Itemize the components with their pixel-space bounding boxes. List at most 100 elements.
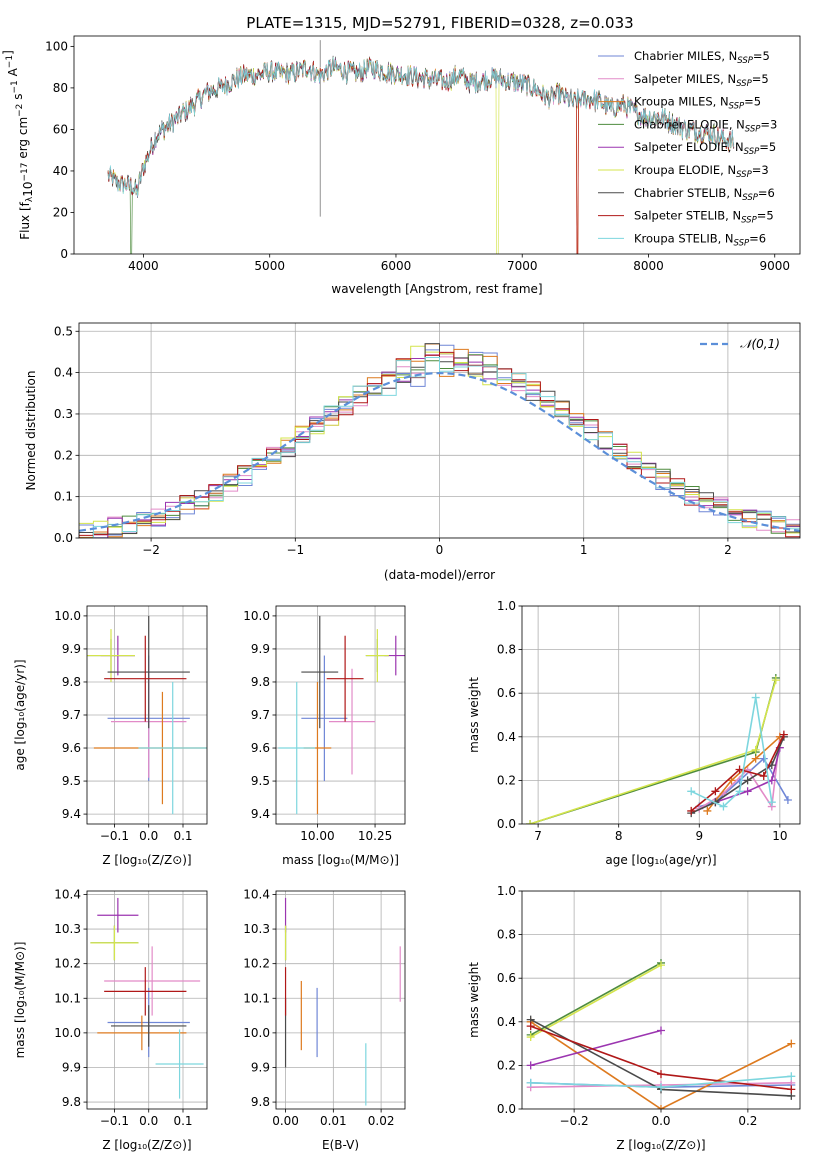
weight-marker: [751, 693, 760, 702]
tick-label-y: 0.4: [497, 1015, 516, 1029]
normal-curve: [79, 371, 800, 532]
weight-marker: [771, 676, 780, 685]
legend-entry-suffix: =5: [752, 72, 769, 86]
axes-frame: [78, 322, 801, 539]
weight-marker: [787, 1072, 796, 1081]
tick-label-y: 0.4: [497, 730, 516, 744]
histogram-chabrier-stelib: [79, 343, 800, 538]
tick-label-x: 9: [695, 829, 703, 843]
legend-entry-suffix: =5: [759, 140, 776, 154]
tick-label-y: 9.7: [62, 708, 81, 722]
tick-label-y: 0.6: [497, 686, 516, 700]
weight-marker: [687, 787, 696, 796]
tick-label-y: 10.1: [54, 991, 81, 1005]
y-axis-label-part: erg cm: [16, 117, 30, 163]
y-axis-label: mass weight: [467, 962, 481, 1038]
legend-entry-sub: SSP: [734, 238, 750, 248]
y-axis-label-part: λ: [25, 196, 35, 202]
tick-label-x: −0.1: [100, 1114, 129, 1128]
legend-entry-suffix: =6: [758, 186, 775, 200]
tick-label-x: −2: [142, 543, 160, 557]
tick-label-y: 0.4: [54, 366, 73, 380]
tick-label-y: 0.8: [497, 928, 516, 942]
legend-entry-sub: SSP: [736, 170, 752, 180]
legend-entry-sub: SSP: [745, 124, 761, 134]
legend-entry-text: Salpeter ELODIE, N: [634, 140, 744, 154]
weight-marker: [657, 1026, 665, 1035]
tick-label-y: 10.3: [54, 922, 81, 936]
tick-label-y: 0.2: [54, 448, 73, 462]
axes-frame: [521, 890, 801, 1110]
legend-entry-sub: SSP: [742, 193, 758, 203]
tick-label-y: 10.2: [54, 957, 81, 971]
tick-label-y: 20: [53, 205, 68, 219]
weight-marker: [657, 1083, 665, 1092]
weight-marker: [759, 772, 768, 781]
legend-entry-suffix: =3: [760, 117, 777, 131]
weight-marker: [526, 1022, 535, 1031]
tick-label-x: −0.1: [100, 829, 129, 843]
tick-label-x: 0.0: [139, 829, 158, 843]
legend: 𝒩(0,1): [700, 337, 780, 351]
plot-area: [107, 40, 735, 254]
tick-label-y: 9.8: [251, 1095, 270, 1109]
x-axis-label: Z [log₁₀(Z/Z⊙)]: [102, 853, 191, 867]
weight-marker: [735, 787, 744, 796]
tick-label-x: 0.2: [738, 1114, 757, 1128]
legend-entry: Chabrier MILES, NSSP=5: [634, 49, 770, 66]
tick-label-x: 7: [534, 829, 542, 843]
weight-marker: [526, 1033, 535, 1042]
tick-label-x: 8000: [633, 259, 664, 273]
legend-entry-text: Kroupa STELIB, N: [634, 231, 734, 245]
panel-mass_vs_Z: −0.1 0.0 0.1 9.8 9.9 10.0 10.1 10.2 10.3 10.4 Z [l…: [13, 887, 208, 1152]
legend-entry: Chabrier ELODIE, NSSP=3: [634, 117, 777, 134]
tick-label-y: 9.7: [251, 708, 270, 722]
weight-marker: [719, 802, 728, 811]
legend-entry-sub: SSP: [741, 216, 757, 226]
tick-label-x: 0.1: [173, 1114, 192, 1128]
tick-label-x: 4000: [128, 259, 159, 273]
tick-label-y: 9.9: [251, 642, 270, 656]
tick-label-y: 10.0: [243, 609, 270, 623]
panel-residuals: −2 −1 0 1 2 0.0 0.1 0.2 0.3 0.4 0.5 (data-model)/er…: [24, 322, 801, 582]
weight-series-salpeter-elodie: [530, 1029, 662, 1067]
tick-label-y: 9.4: [251, 807, 270, 821]
tick-label-x: 0: [436, 543, 444, 557]
weight-marker: [779, 730, 788, 739]
tick-label-x: 0.0: [139, 1114, 158, 1128]
tick-label-x: 8: [615, 829, 623, 843]
tick-label-y: 100: [45, 39, 68, 53]
weight-marker: [657, 1105, 665, 1109]
x-axis-label: Z [log₁₀(Z/Z⊙)]: [102, 1138, 191, 1152]
tick-label-y: 9.5: [251, 774, 270, 788]
x-axis-label: age [log₁₀(age/yr)]: [605, 853, 716, 867]
y-axis-label-part: ]: [1, 50, 15, 55]
tick-label-y: 9.9: [251, 1060, 270, 1074]
weight-series-kroupa-stelib: [690, 697, 773, 808]
legend-entry-suffix: =5: [757, 209, 774, 223]
weight-marker: [787, 1039, 796, 1048]
weight-marker: [526, 1061, 535, 1070]
legend-entry-text: Kroupa ELODIE, N: [634, 163, 736, 177]
tick-label-y: 0.0: [54, 531, 73, 545]
weight-series-salpeter-elodie: [715, 747, 781, 803]
panel-age_vs_mass: 10.00 10.25 9.4 9.5 9.6 9.7 9.8 9.9 10.0 mass [lo…: [243, 605, 406, 867]
legend-entry: Salpeter ELODIE, NSSP=5: [634, 140, 776, 157]
tick-label-y: 10.4: [54, 887, 81, 901]
weight-marker: [743, 776, 752, 785]
axes-frame: [86, 605, 208, 825]
tick-label-y: 0.0: [497, 817, 516, 831]
tick-label-y: 80: [53, 81, 68, 95]
y-axis-label-part: s: [11, 94, 25, 104]
weight-marker: [526, 1078, 535, 1087]
legend-entry-sub: SSP: [736, 79, 752, 89]
legend-entry: Salpeter STELIB, NSSP=5: [634, 209, 774, 226]
weight-marker: [657, 961, 665, 970]
tick-label-y: 0.8: [497, 643, 516, 657]
y-axis-label-part: −2: [15, 104, 25, 117]
tick-label-y: 10.0: [243, 1026, 270, 1040]
tick-label-x: 10.00: [300, 829, 334, 843]
tick-label-y: 9.6: [251, 741, 270, 755]
weight-marker: [657, 1070, 665, 1079]
histogram-kroupa-stelib: [79, 357, 800, 538]
